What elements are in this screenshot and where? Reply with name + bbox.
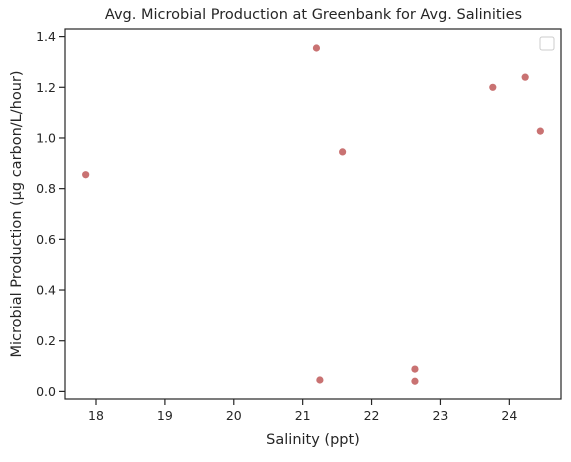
data-point <box>489 83 497 91</box>
y-tick-label: 1.4 <box>36 29 56 44</box>
x-tick-label: 21 <box>295 408 311 423</box>
data-point <box>411 365 419 373</box>
data-point <box>316 376 324 384</box>
data-point <box>536 127 544 135</box>
legend-box[interactable] <box>539 36 555 51</box>
y-axis-ticks: 0.0 0.2 0.4 0.6 0.8 1.0 1.2 1.4 <box>36 29 65 399</box>
y-tick-label: 0.2 <box>36 333 56 348</box>
x-tick-label: 19 <box>157 408 173 423</box>
x-tick-label: 18 <box>88 408 104 423</box>
y-tick-label: 1.2 <box>36 80 56 95</box>
y-axis-label: Microbial Production (µg carbon/L/hour) <box>9 70 25 357</box>
plot-frame <box>64 28 562 400</box>
y-tick-label: 0.6 <box>36 232 56 247</box>
data-point <box>82 171 90 179</box>
x-tick-label: 20 <box>226 408 242 423</box>
data-point <box>339 148 347 156</box>
y-tick-label: 0.4 <box>36 283 56 298</box>
x-tick-label: 24 <box>501 408 517 423</box>
y-tick-label: 0.8 <box>36 181 56 196</box>
chart-title: Avg. Microbial Production at Greenbank f… <box>105 7 522 23</box>
data-point <box>411 377 419 385</box>
data-points <box>82 44 544 385</box>
data-point <box>521 73 529 81</box>
data-point <box>312 44 321 52</box>
y-tick-label: 0.0 <box>36 384 56 399</box>
y-tick-label: 1.0 <box>36 130 56 145</box>
x-axis-label: Salinity (ppt) <box>266 432 360 448</box>
x-tick-label: 22 <box>364 408 380 423</box>
x-tick-label: 23 <box>432 408 448 423</box>
x-axis-ticks: 18 19 20 21 22 23 24 <box>88 399 517 423</box>
